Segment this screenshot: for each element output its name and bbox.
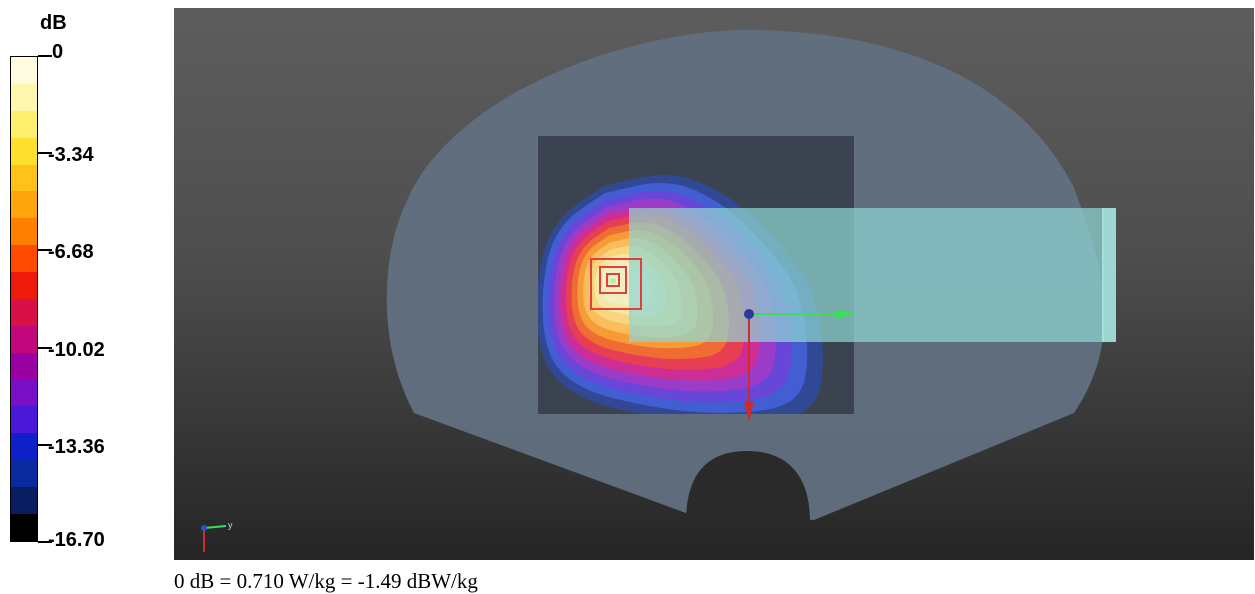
colorbar-step — [11, 379, 37, 407]
svg-text:y: y — [228, 520, 233, 530]
colorbar-tick-mark — [38, 249, 52, 252]
colorbar-step — [11, 83, 37, 111]
measurement-view: y — [174, 8, 1254, 560]
colorbar-step — [11, 137, 37, 165]
colorbar-step — [11, 245, 37, 272]
colorbar-step — [11, 352, 37, 380]
colorbar-step — [11, 513, 37, 541]
reference-value-caption: 0 dB = 0.710 W/kg = -1.49 dBW/kg — [174, 569, 478, 593]
colorbar-legend: dB 0 -3.34 -6.68 -10.02 -13.36 -16.70 — [0, 0, 170, 593]
peak-location-marker — [590, 258, 642, 310]
axes-gizmo — [744, 309, 856, 422]
colorbar-tick-label: -6.68 — [48, 241, 94, 264]
device-body — [629, 208, 1104, 342]
colorbar-tick-label: -10.02 — [48, 338, 105, 361]
orientation-gizmo-icon: y — [201, 520, 233, 552]
colorbar-tick-mark — [38, 346, 52, 349]
colorbar-step — [11, 325, 37, 353]
colorbar-tick-mark — [38, 152, 52, 155]
colorbar-step — [11, 164, 37, 192]
colorbar-step — [11, 433, 37, 461]
scene-svg: y — [201, 29, 1116, 552]
colorbar-tick-mark — [38, 55, 52, 57]
colorbar-tick-mark — [38, 541, 52, 543]
device-edge — [1102, 208, 1116, 342]
colorbar-tick-label: -16.70 — [48, 529, 105, 551]
colorbar-unit-label: dB — [40, 12, 67, 34]
colorbar-tick-label: -13.36 — [48, 435, 105, 458]
colorbar-step — [11, 460, 37, 487]
colorbar-step — [11, 57, 37, 84]
colorbar-tick-label: -3.34 — [48, 144, 94, 167]
colorbar-step — [11, 110, 37, 138]
phantom-notch — [686, 451, 810, 522]
colorbar-step — [11, 191, 37, 219]
colorbar-step — [11, 487, 37, 514]
colorbar — [10, 56, 38, 542]
colorbar-step — [11, 298, 37, 326]
colorbar-tick-mark — [38, 443, 52, 446]
colorbar-tick-label: 0 — [52, 41, 64, 63]
colorbar-step — [11, 218, 37, 246]
colorbar-step — [11, 272, 37, 299]
colorbar-step — [11, 406, 37, 434]
